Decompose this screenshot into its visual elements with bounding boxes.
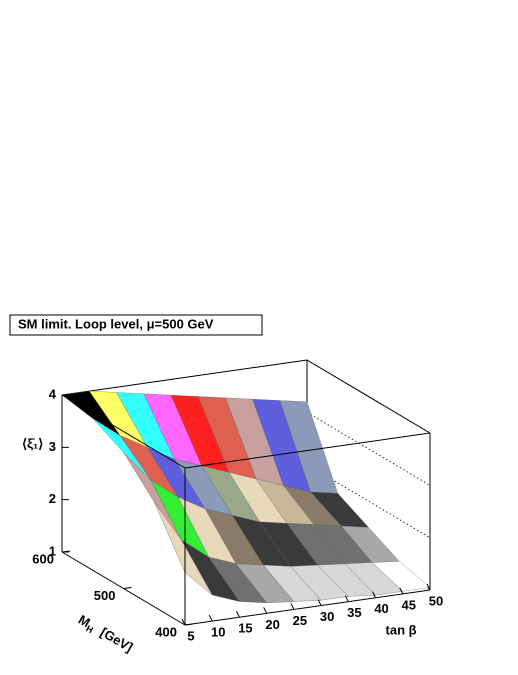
y-axis-title: MH [GeV] [75, 612, 135, 657]
x-tick-label: 35 [347, 605, 361, 620]
y-tick-label: 400 [155, 624, 177, 639]
x-tick-label: 10 [211, 625, 225, 640]
x-tick-label: 5 [187, 628, 194, 643]
x-tick-label: 20 [265, 617, 279, 632]
z-axis-title: ⟨ξ̄₁⟩ [22, 436, 43, 451]
y-axis-title-unit: [GeV] [98, 625, 136, 655]
y-tick-label: 500 [94, 588, 116, 603]
y-tick [123, 587, 132, 589]
x-tick [181, 618, 186, 626]
x-tick-label: 40 [374, 601, 388, 616]
x-tick [317, 599, 322, 606]
surface-cell [154, 501, 213, 596]
surface [61, 390, 431, 604]
z-tick-label: 3 [49, 439, 56, 454]
x-tick-label: 50 [429, 593, 443, 608]
box-edge [184, 432, 431, 469]
y-tick-label: 600 [32, 551, 54, 566]
x-tick-label: 25 [293, 613, 307, 628]
x-tick-label: 30 [320, 609, 334, 624]
y-tick [184, 623, 194, 626]
box-edge [61, 359, 308, 396]
z-tick-label: 4 [49, 386, 57, 401]
title-box [9, 314, 263, 336]
x-tick [208, 614, 213, 622]
y-axis-title-sub: H [84, 624, 95, 636]
x-tick [263, 607, 268, 614]
chart-title: SM limit. Loop level, μ=500 GeV [18, 316, 214, 331]
z-tick-label: 1 [49, 543, 56, 558]
x-axis-title: tan β [386, 623, 417, 638]
x-tick [399, 587, 404, 595]
z-tick-label: 2 [49, 491, 56, 506]
box-edge [306, 359, 431, 434]
x-tick [235, 610, 240, 618]
x-axis [184, 589, 431, 626]
box-edge [61, 394, 186, 469]
x-tick [372, 591, 377, 599]
y-tick [61, 550, 71, 553]
x-tick-label: 45 [402, 597, 416, 612]
x-tick [290, 603, 295, 610]
x-tick [344, 595, 349, 602]
x-tick-label: 15 [238, 621, 252, 636]
x-tick [426, 583, 431, 591]
